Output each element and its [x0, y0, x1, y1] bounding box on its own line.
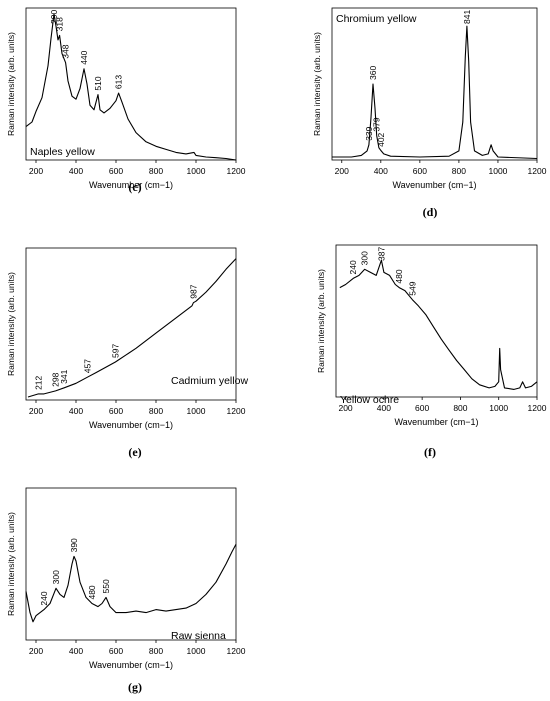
- y-axis-label: Raman intensity (arb. units): [312, 32, 322, 136]
- y-axis-label: Raman intensity (arb. units): [6, 32, 16, 136]
- peak-label: 300: [51, 570, 61, 584]
- plot-frame: [331, 7, 538, 161]
- x-tick-label: 600: [413, 166, 427, 176]
- peak-label: 480: [87, 585, 97, 599]
- peak-label: 300: [360, 251, 370, 265]
- x-tick-label: 1000: [187, 406, 206, 416]
- x-tick-label: 200: [29, 166, 43, 176]
- caption-g: (g): [128, 680, 142, 694]
- sample-name-label: Yellow ochre: [340, 394, 399, 406]
- x-tick-label: 200: [29, 406, 43, 416]
- x-tick-label: 600: [109, 646, 123, 656]
- x-tick-label: 400: [377, 403, 391, 413]
- peak-label: 390: [69, 538, 79, 552]
- x-tick-label: 200: [335, 166, 349, 176]
- peak-label: 480: [394, 269, 404, 283]
- chart-panel-c: 200 400 600 800 1000 1200 Wavenumber (cm−1) Ram…: [6, 7, 246, 190]
- peak-label: 549: [407, 281, 417, 295]
- peak-label: 212: [33, 375, 43, 389]
- x-axis-label: Wavenumber (cm−1): [89, 180, 173, 190]
- x-axis-label: Wavenumber (cm−1): [395, 417, 479, 427]
- x-tick-label: 1200: [528, 403, 547, 413]
- spectrum-line-naples-yellow: [25, 13, 237, 161]
- peak-label: 613: [114, 75, 124, 89]
- chart-panel-g: 200 400 600 800 1000 1200 Wavenumber (cm−1) Ram…: [6, 487, 246, 670]
- peak-label: 440: [79, 50, 89, 64]
- sample-name-label: Cadmium yellow: [171, 375, 248, 387]
- peak-label: 318: [55, 17, 65, 31]
- peak-label: 290: [49, 10, 59, 24]
- peak-label: 550: [101, 579, 111, 593]
- x-tick-label: 400: [69, 406, 83, 416]
- sample-name-label: Chromium yellow: [336, 13, 417, 25]
- plot-frame: [25, 7, 237, 161]
- x-tick-label: 1200: [528, 166, 547, 176]
- x-tick-label: 1000: [187, 646, 206, 656]
- x-tick-label: 800: [453, 403, 467, 413]
- x-tick-label: 1000: [488, 166, 507, 176]
- x-tick-label: 1000: [489, 403, 508, 413]
- peak-label: 341: [59, 369, 69, 383]
- peak-label: 987: [188, 284, 198, 298]
- y-axis-label: Raman intensity (arb. units): [6, 512, 16, 616]
- plot-frame: [335, 244, 538, 398]
- peak-label: 360: [368, 66, 378, 80]
- caption-d: (d): [422, 205, 438, 219]
- peak-label: 240: [348, 260, 358, 274]
- x-tick-label: 600: [109, 406, 123, 416]
- spectrum-line-cadmium-yellow: [27, 258, 237, 398]
- peak-label: 387: [376, 247, 386, 261]
- x-tick-label: 600: [109, 166, 123, 176]
- spectrum-line-yellow-ochre: [339, 259, 538, 390]
- x-tick-label: 1200: [227, 406, 246, 416]
- x-tick-label: 1200: [227, 166, 246, 176]
- sample-name-label: Naples yellow: [30, 146, 95, 158]
- x-axis-label: Wavenumber (cm−1): [89, 420, 173, 430]
- x-tick-label: 400: [374, 166, 388, 176]
- x-tick-label: 800: [149, 646, 163, 656]
- x-tick-label: 200: [29, 646, 43, 656]
- x-tick-label: 800: [149, 406, 163, 416]
- x-tick-label: 400: [69, 646, 83, 656]
- caption-e: (e): [128, 445, 142, 459]
- peak-label: 457: [82, 359, 92, 373]
- peak-label: 379: [372, 117, 382, 131]
- plot-frame: [25, 487, 237, 641]
- x-axis-label: Wavenumber (cm−1): [393, 180, 477, 190]
- x-tick-label: 600: [415, 403, 429, 413]
- y-axis-label: Raman intensity (arb. units): [6, 272, 16, 376]
- spectrum-line-chromium-yellow: [332, 25, 538, 160]
- peak-label: 597: [110, 344, 120, 358]
- x-tick-label: 800: [452, 166, 466, 176]
- peak-label: 240: [39, 591, 49, 605]
- peak-label: 348: [61, 44, 71, 58]
- sample-name-label: Raw sienna: [171, 630, 226, 642]
- chart-panel-e: 200 400 600 800 1000 1200 Wavenumber (cm−1) Ram…: [6, 247, 248, 430]
- caption-f: (f): [424, 445, 436, 459]
- chart-panel-f: 200 400 600 800 1000 1200 Wavenumber (cm−1) Ram…: [316, 244, 547, 427]
- x-tick-label: 200: [338, 403, 352, 413]
- peak-label: 841: [462, 10, 472, 24]
- peak-label: 298: [51, 372, 61, 386]
- y-axis-label: Raman intensity (arb. units): [316, 269, 326, 373]
- x-tick-label: 1000: [187, 166, 206, 176]
- peak-label: 339: [364, 126, 374, 140]
- x-tick-label: 400: [69, 166, 83, 176]
- peak-label: 402: [376, 132, 386, 146]
- peak-label: 510: [93, 76, 103, 90]
- x-axis-label: Wavenumber (cm−1): [89, 660, 173, 670]
- x-tick-label: 1200: [227, 646, 246, 656]
- plot-frame: [25, 247, 237, 401]
- x-tick-label: 800: [149, 166, 163, 176]
- spectrum-line-raw-sienna: [25, 543, 237, 623]
- chart-panel-d: 200 400 600 800 1000 1200 Wavenumber (cm−1) Ram…: [312, 7, 547, 190]
- caption-c: (c): [128, 180, 142, 194]
